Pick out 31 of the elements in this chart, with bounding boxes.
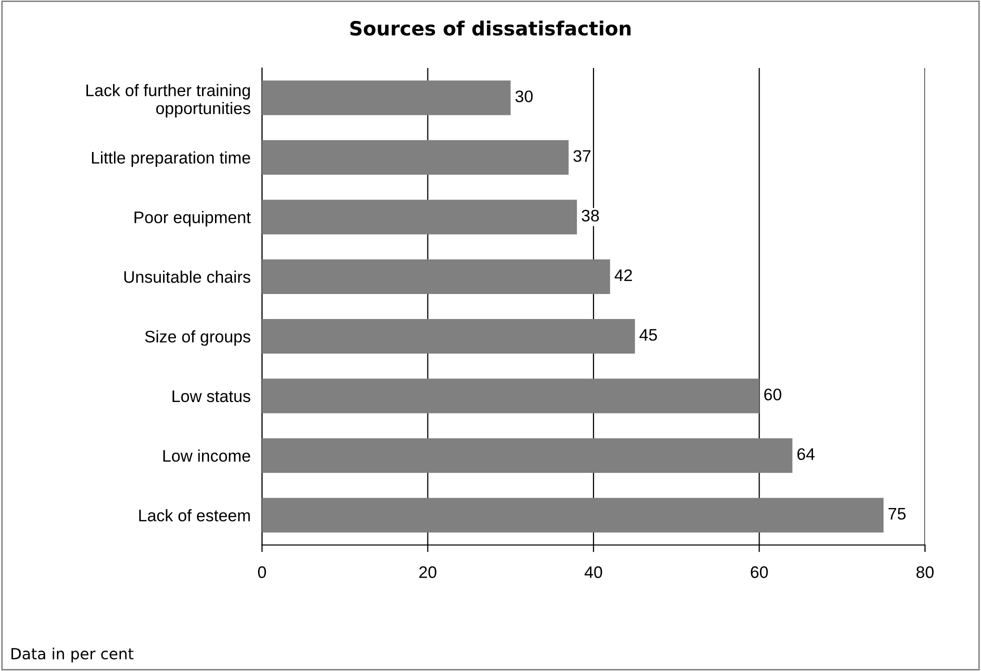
- x-tick-label: 40: [584, 566, 602, 578]
- y-tick-label: Low status: [172, 390, 250, 402]
- y-tick-label: Poor equipment: [134, 211, 251, 227]
- data-label: 60: [764, 388, 782, 400]
- x-tick-label: 60: [750, 566, 768, 578]
- bar: [262, 80, 511, 116]
- bar: [262, 140, 569, 175]
- data-label: 42: [614, 269, 632, 281]
- data-label: 75: [888, 508, 906, 520]
- bar: [262, 259, 610, 294]
- data-label: 45: [639, 329, 657, 341]
- chart-title: Sources of dissatisfaction: [350, 20, 631, 36]
- bar: [262, 319, 635, 354]
- y-tick-label: Unsuitable chairs: [124, 270, 250, 283]
- data-label: 38: [582, 210, 599, 222]
- x-tick-label: 20: [419, 566, 436, 578]
- x-tick-label: 80: [916, 566, 934, 578]
- y-tick-label: Little preparation time: [92, 151, 250, 167]
- text: Data in per cent: [12, 648, 134, 662]
- y-tick-label: Lack of further training opportunities: [86, 84, 250, 118]
- bar: [262, 438, 792, 473]
- x-tick-label: 0: [258, 566, 266, 578]
- data-label: 37: [573, 150, 591, 162]
- y-tick-label: Lack of esteem: [139, 509, 250, 522]
- y-tick-label: Low income: [163, 450, 250, 462]
- data-label: 30: [515, 90, 533, 102]
- bar: [262, 200, 577, 234]
- bar: [262, 378, 760, 414]
- data-label: 64: [797, 448, 815, 460]
- bar: [262, 498, 884, 532]
- y-tick-label: Size of groups: [145, 330, 250, 346]
